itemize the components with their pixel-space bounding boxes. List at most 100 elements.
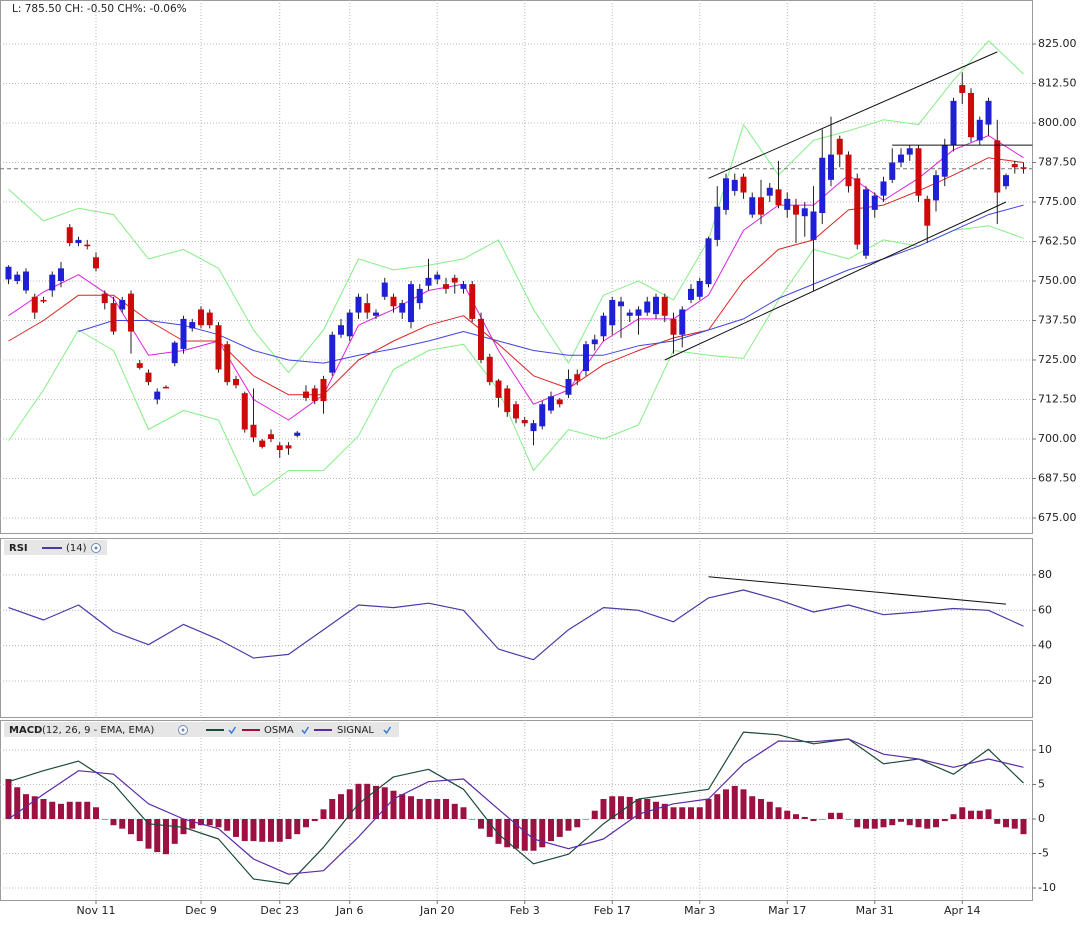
candle-body — [14, 274, 21, 281]
osma-bar — [530, 819, 537, 851]
y-tick-label: 10 — [1038, 743, 1052, 756]
candle-body — [84, 244, 91, 247]
osma-bar — [40, 798, 47, 820]
x-tick-label: Mar 17 — [768, 904, 806, 917]
candle-body — [714, 206, 721, 240]
candle-body — [968, 92, 975, 138]
candle-body — [924, 198, 931, 226]
info-icon-dot — [94, 546, 98, 550]
y-tick-label: 725.00 — [1038, 353, 1077, 366]
x-tick-label: Apr 14 — [944, 904, 981, 917]
osma-bar — [451, 803, 458, 820]
candle-body — [828, 154, 835, 180]
trendline — [664, 201, 1007, 361]
candle-body — [355, 296, 362, 313]
y-tick-label: 812.50 — [1038, 76, 1077, 89]
candle-body — [898, 154, 905, 163]
candle-body — [381, 282, 388, 297]
osma-bar — [574, 819, 581, 828]
osma-bar — [320, 809, 327, 820]
candle-body — [267, 434, 274, 439]
candle-body — [513, 404, 519, 419]
candle-body — [294, 432, 301, 436]
candle-body — [793, 205, 800, 215]
candle-body — [119, 299, 126, 310]
osma-bar — [696, 807, 703, 820]
candle-body — [75, 239, 82, 244]
candle-body — [250, 424, 257, 438]
candle-body — [941, 145, 948, 177]
osma-bar — [740, 789, 747, 820]
candle-body — [31, 296, 38, 313]
osma-bar — [110, 819, 117, 826]
osma-bar — [985, 809, 992, 820]
y-tick-label: 687.50 — [1038, 471, 1077, 484]
osma-bar — [294, 819, 301, 835]
candle-body — [915, 148, 922, 196]
candle-body — [933, 175, 940, 201]
osma-bar — [705, 798, 712, 820]
legend-params: (14) — [66, 543, 87, 554]
candle-body — [40, 299, 47, 302]
candle-body — [329, 334, 336, 373]
candle-body — [609, 299, 616, 326]
candle-body — [784, 198, 791, 210]
osma-bar — [556, 819, 563, 837]
legend-title: RSI — [9, 543, 28, 554]
osma-bar — [259, 819, 266, 842]
candle-body — [530, 423, 537, 432]
candle-body — [618, 301, 625, 307]
y-tick-label: 800.00 — [1038, 116, 1077, 129]
y-tick-label: 0 — [1038, 812, 1045, 825]
candle-body — [574, 374, 581, 381]
osma-bar — [57, 803, 64, 820]
osma-bar — [5, 778, 12, 820]
osma-bar — [416, 798, 423, 820]
osma-bar — [381, 787, 388, 820]
osma-bar — [66, 801, 73, 820]
candle-body — [644, 301, 651, 313]
y-tick-label: 20 — [1038, 674, 1052, 687]
candle-body — [959, 85, 966, 93]
osma-bar — [845, 819, 852, 820]
legend-box — [4, 722, 399, 737]
osma-bar — [1003, 819, 1010, 828]
candle-body — [460, 284, 467, 289]
y-tick-label: 675.00 — [1038, 511, 1077, 524]
x-tick-label: Feb 3 — [510, 904, 540, 917]
candle-body — [320, 378, 327, 402]
osma-bar — [924, 819, 931, 829]
osma-bar — [959, 807, 966, 820]
osma-bar — [941, 819, 948, 822]
osma-bar — [442, 798, 449, 820]
candle-body — [1011, 164, 1018, 168]
candle-body — [127, 293, 134, 332]
x-tick-label: Feb 17 — [594, 904, 631, 917]
osma-bar — [276, 819, 283, 842]
osma-bar — [723, 789, 730, 820]
candle-body — [346, 312, 353, 337]
candle-body — [749, 197, 756, 215]
candle-body — [688, 288, 695, 300]
y-tick-label: 712.50 — [1038, 392, 1077, 405]
check-icon — [383, 726, 392, 735]
candle-body — [889, 162, 896, 180]
candle-body — [548, 396, 555, 411]
candle-body — [232, 378, 239, 386]
osma-bar — [758, 798, 765, 820]
candle-body — [521, 420, 528, 424]
candle-body — [49, 274, 56, 291]
y-tick-label: 737.50 — [1038, 313, 1077, 326]
osma-bar — [661, 803, 668, 820]
osma-bar — [539, 819, 546, 848]
osma-bar — [75, 801, 82, 820]
osma-bar — [635, 798, 642, 820]
osma-bar — [521, 819, 528, 851]
y-tick-label: 40 — [1038, 639, 1052, 652]
candle-body — [600, 315, 607, 337]
x-tick-label: Jan 20 — [419, 904, 454, 917]
osma-bar — [1011, 819, 1018, 829]
candle-body — [556, 399, 563, 405]
legend-params: (12, 26, 9 - EMA, EMA) — [42, 725, 154, 736]
